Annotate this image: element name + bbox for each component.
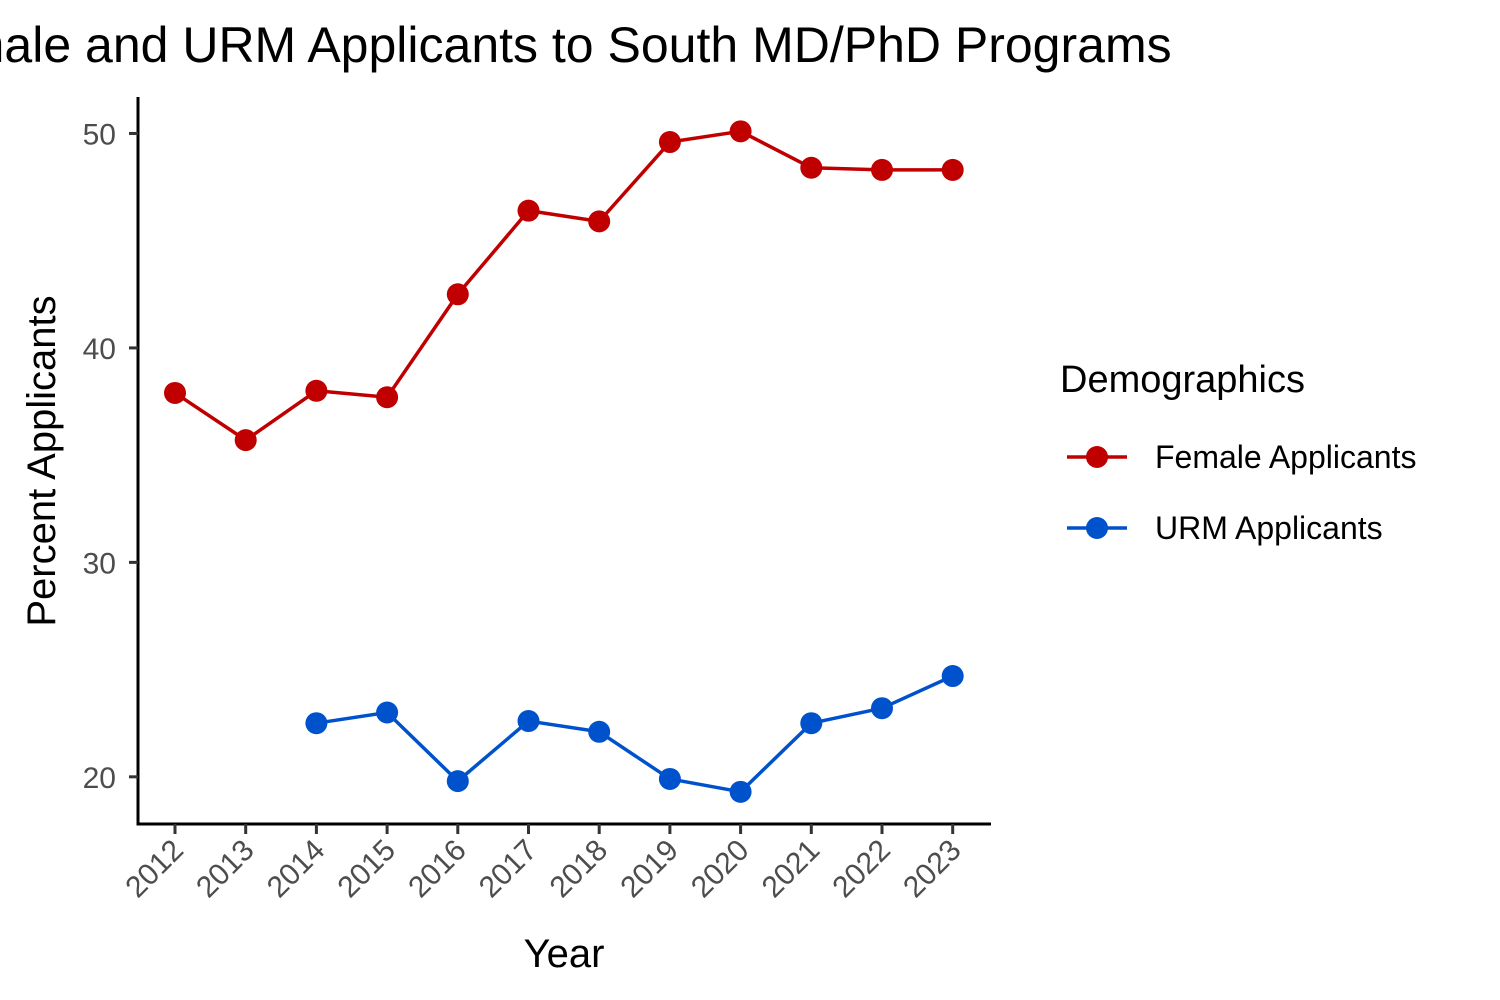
plot-area bbox=[164, 120, 964, 803]
data-point bbox=[800, 156, 823, 179]
data-point bbox=[729, 780, 752, 803]
data-point bbox=[305, 379, 328, 402]
data-point bbox=[588, 210, 611, 233]
data-point bbox=[941, 665, 964, 688]
x-axis-title: Year bbox=[524, 932, 605, 976]
x-tick-label: 2013 bbox=[190, 834, 261, 905]
x-tick-label: 2014 bbox=[261, 834, 332, 905]
data-point bbox=[517, 710, 540, 733]
y-tick-label: 30 bbox=[83, 547, 116, 580]
data-point bbox=[658, 767, 681, 790]
legend-title: Demographics bbox=[1060, 359, 1305, 401]
chart-title: Female and URM Applicants to South MD/Ph… bbox=[0, 17, 1172, 73]
series-line-0 bbox=[174, 129, 953, 442]
x-tick-label: 2020 bbox=[685, 834, 756, 905]
series-line-1 bbox=[316, 674, 954, 794]
x-tick-label: 2021 bbox=[756, 834, 827, 905]
data-point bbox=[305, 712, 328, 735]
data-point bbox=[588, 720, 611, 743]
y-axis-ticks: 20 30 40 50 bbox=[83, 118, 138, 795]
legend-label: Female Applicants bbox=[1155, 439, 1416, 475]
x-axis-ticks: 2012 2013 2014 2015 2016 2017 2018 2019 2020 2021… bbox=[119, 824, 968, 905]
data-point bbox=[729, 120, 752, 143]
data-point bbox=[800, 712, 823, 735]
legend-key-point bbox=[1086, 446, 1108, 468]
data-point bbox=[658, 131, 681, 154]
x-tick-label: 2015 bbox=[332, 834, 403, 905]
legend-key-point bbox=[1086, 517, 1108, 539]
data-point bbox=[376, 386, 399, 409]
data-point bbox=[164, 381, 186, 404]
legend: Demographics Female Applicants URM Applic… bbox=[1060, 359, 1416, 546]
data-point bbox=[517, 199, 540, 222]
x-tick-label: 2022 bbox=[826, 834, 897, 905]
x-tick-label: 2012 bbox=[119, 834, 190, 905]
y-axis-title: Percent Applicants bbox=[20, 295, 64, 626]
x-tick-label: 2019 bbox=[614, 834, 685, 905]
legend-items: Female Applicants URM Applicants bbox=[1067, 439, 1416, 546]
data-point bbox=[871, 158, 893, 181]
legend-label: URM Applicants bbox=[1155, 510, 1383, 546]
x-tick-label: 2017 bbox=[473, 834, 544, 905]
data-point bbox=[234, 429, 257, 452]
data-point bbox=[871, 697, 893, 720]
data-point bbox=[376, 701, 399, 724]
y-tick-label: 50 bbox=[83, 118, 116, 151]
data-point bbox=[446, 283, 469, 306]
data-point bbox=[446, 770, 469, 793]
x-tick-label: 2018 bbox=[544, 834, 615, 905]
y-tick-label: 20 bbox=[83, 762, 116, 795]
y-tick-label: 40 bbox=[83, 333, 116, 366]
x-tick-label: 2016 bbox=[402, 834, 473, 905]
data-point bbox=[941, 158, 964, 181]
x-tick-label: 2023 bbox=[897, 834, 968, 905]
